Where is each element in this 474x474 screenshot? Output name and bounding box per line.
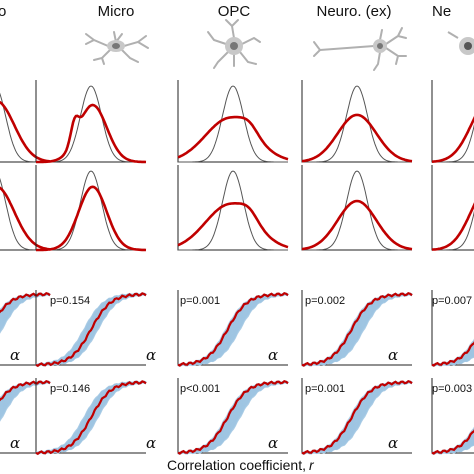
- pvalue-neuro-row4: p=0.001: [305, 383, 345, 395]
- alpha-label: α: [146, 346, 156, 364]
- pvalue-neuro-row3: p=0.002: [305, 295, 345, 307]
- observed-density-line: [431, 202, 474, 251]
- x-axis-label-variable: r: [309, 457, 315, 473]
- alpha-label: α: [10, 346, 20, 364]
- panel-axes: [35, 165, 146, 251]
- reference-density-line: [302, 170, 412, 251]
- alpha-label: α: [268, 434, 278, 452]
- observed-density-line: [0, 186, 51, 251]
- alpha-label: α: [10, 434, 20, 452]
- observed-density-line: [0, 100, 51, 163]
- excitatory-neuron-icon: [313, 27, 407, 71]
- column-title-micro: Micro: [98, 3, 135, 20]
- observed-density-line: [177, 202, 289, 249]
- reference-density-line: [36, 170, 146, 251]
- observed-cdf-line: [177, 379, 289, 455]
- panel-axes: [0, 161, 50, 163]
- observed-cdf-line: [35, 292, 147, 368]
- pvalue-opc-row3: p=0.001: [180, 295, 220, 307]
- observed-density-line: [431, 116, 474, 163]
- pvalue-right-row3: p=0.007: [432, 295, 472, 307]
- panel-axes: [431, 165, 474, 251]
- panel-axes: [301, 80, 412, 163]
- column-title-partial-right: Ne: [432, 3, 451, 20]
- null-cdf-line: [177, 292, 289, 367]
- microglia-icon: [85, 31, 149, 65]
- x-axis-label: Correlation coefficient,: [167, 457, 306, 473]
- column-title-neuro-ex: Neuro. (ex): [316, 3, 391, 20]
- reference-density-line: [178, 85, 288, 163]
- null-cdf-line: [431, 442, 474, 455]
- panel-axes: [431, 80, 474, 163]
- alpha-label: α: [146, 434, 156, 452]
- null-cdf-line: [0, 380, 51, 422]
- observed-density-line: [177, 115, 289, 161]
- reference-density-line: [178, 170, 288, 251]
- null-cdf-line: [431, 354, 474, 367]
- column-title-partial-left: o: [0, 3, 6, 20]
- panel-axes: [0, 452, 50, 454]
- observed-cdf-line: [0, 379, 51, 402]
- panel-axes: [0, 249, 50, 251]
- reference-density-line: [302, 85, 412, 163]
- observed-cdf-line: [177, 291, 289, 367]
- observed-cdf-line: [301, 291, 413, 367]
- column-title-opc: OPC: [218, 3, 251, 20]
- observed-cdf-line: [431, 340, 474, 367]
- null-cdf-line: [301, 380, 413, 455]
- reference-density-line: [0, 92, 50, 163]
- alpha-label: α: [388, 346, 398, 364]
- reference-density-line: [36, 85, 146, 163]
- null-cdf-line: [0, 292, 51, 334]
- pvalue-micro-row4: p=0.146: [50, 383, 90, 395]
- opc-icon: [207, 19, 261, 69]
- neuron-icon-partial: [447, 31, 474, 55]
- alpha-label: α: [268, 346, 278, 364]
- observed-cdf-line: [35, 380, 147, 456]
- pvalue-micro-row3: p=0.154: [50, 295, 90, 307]
- observed-density-line: [36, 185, 147, 252]
- observed-density-line: [301, 199, 413, 251]
- null-cdf-line: [177, 380, 289, 455]
- observed-cdf-line: [301, 379, 413, 455]
- observed-cdf-line: [431, 428, 474, 455]
- pvalue-opc-row4: p<0.001: [180, 383, 220, 395]
- panel-axes: [301, 165, 412, 251]
- reference-density-line: [432, 210, 474, 251]
- reference-density-line: [0, 177, 50, 251]
- pvalue-right-row4: p=0.003: [432, 383, 472, 395]
- observed-density-line: [301, 113, 413, 163]
- panel-grid: [0, 80, 474, 456]
- alpha-label: α: [388, 434, 398, 452]
- panel-axes: [35, 80, 146, 163]
- panel-axes: [0, 364, 50, 366]
- observed-cdf-line: [0, 291, 51, 314]
- observed-density-line: [36, 103, 147, 164]
- null-cdf-line: [301, 292, 413, 367]
- reference-density-line: [432, 124, 474, 163]
